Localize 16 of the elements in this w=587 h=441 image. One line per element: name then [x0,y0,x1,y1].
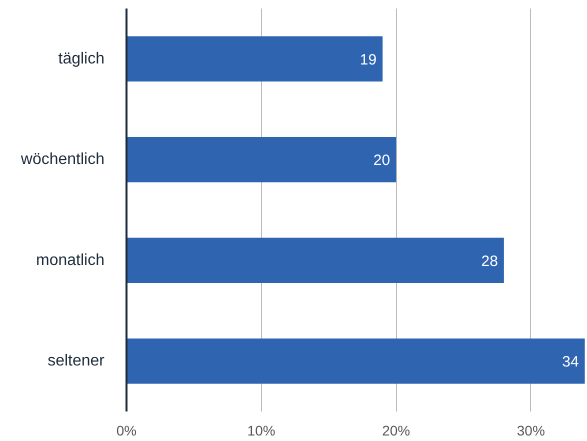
bar [126,238,504,284]
data-label: 20 [373,152,390,170]
bar [126,36,383,82]
x-tick-label: 10% [247,422,276,438]
x-tick-label: 30% [516,422,545,438]
bar [126,136,396,182]
y-tick-label: seltener [48,352,106,370]
x-tick-label: 0% [116,422,137,438]
x-tick-label: 20% [382,422,410,438]
bar [126,338,585,384]
data-label: 34 [562,354,579,371]
y-tick-label: täglich [58,50,104,68]
y-tick-label: wöchentlich [20,151,105,168]
data-label: 19 [360,51,377,68]
data-label: 28 [481,252,498,270]
y-tick-label: monatlich [36,252,105,269]
